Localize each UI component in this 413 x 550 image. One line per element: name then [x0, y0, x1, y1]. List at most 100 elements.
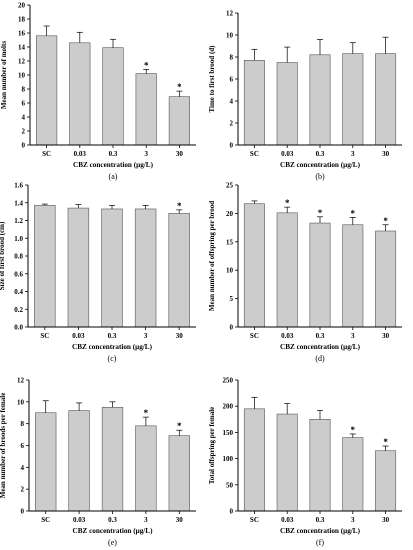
bar [135, 425, 157, 512]
y-tick-label: 0.6 [14, 270, 23, 278]
bar [102, 47, 124, 146]
panel-label: (b) [315, 172, 325, 181]
bar [34, 205, 56, 328]
y-axis-label: Mean number of molts [0, 41, 8, 109]
x-tick-label: 3 [351, 150, 355, 158]
y-tick-label: 2 [21, 486, 25, 494]
y-tick-label: 0 [230, 142, 234, 150]
x-axis-label: CBZ concentration (μg/L) [280, 527, 361, 535]
bar [135, 73, 157, 146]
y-tick-label: 16 [18, 30, 26, 38]
panel-label: (e) [108, 538, 117, 547]
x-tick-label: 30 [176, 332, 184, 340]
bar [375, 230, 397, 328]
bar [168, 96, 190, 146]
y-tick-label: 10 [226, 32, 234, 40]
y-tick-label: 0 [21, 508, 25, 516]
x-axis-label: CBZ concentration (μg/L) [280, 161, 361, 169]
bar [243, 203, 265, 328]
x-tick-label: 0.03 [281, 150, 294, 158]
bar [342, 224, 364, 328]
y-tick-label: 6 [230, 76, 234, 84]
y-tick-label: 18 [18, 16, 26, 24]
y-axis-label: Total offspring per female [208, 407, 216, 485]
y-tick-label: 0.0 [14, 324, 23, 332]
x-axis-label: CBZ concentration (μg/L) [280, 343, 361, 351]
y-tick-label: 8 [230, 54, 234, 62]
y-tick-label: 4 [230, 98, 234, 106]
panel-label: (f) [316, 538, 324, 547]
x-tick-label: 30 [382, 150, 390, 158]
x-tick-label: 0.3 [316, 150, 325, 158]
significance-marker: * [177, 201, 182, 211]
y-tick-label: 8 [22, 86, 26, 94]
bar [276, 212, 298, 328]
x-tick-label: 0.03 [281, 332, 294, 340]
bar [101, 208, 123, 328]
x-tick-label: 0.3 [316, 332, 325, 340]
x-tick-label: 30 [176, 150, 184, 158]
x-tick-label: 3 [144, 516, 148, 524]
y-tick-label: 20 [18, 2, 26, 10]
y-tick-label: 1.6 [14, 182, 23, 190]
bar [243, 59, 265, 146]
y-tick-label: 1.0 [14, 235, 23, 243]
x-axis-label: CBZ concentration (μg/L) [73, 161, 154, 169]
y-tick-label: 6 [21, 442, 25, 450]
y-tick-label: 10 [17, 398, 25, 406]
y-tick-label: 14 [18, 44, 26, 52]
y-axis-label: Size of first brood (cm) [0, 221, 6, 290]
significance-marker: * [351, 425, 356, 435]
x-tick-label: 0.3 [316, 516, 325, 524]
bar [67, 207, 90, 328]
y-tick-label: 200 [223, 403, 234, 411]
x-tick-label: 0.3 [108, 516, 117, 524]
bar [342, 437, 364, 512]
x-tick-label: 0.03 [74, 150, 87, 158]
y-tick-label: 0 [22, 142, 26, 150]
panel-label: (a) [109, 172, 118, 181]
y-axis-label: Time to first brood (d) [208, 45, 216, 113]
y-tick-label: 12 [17, 377, 25, 385]
y-tick-label: 10 [18, 72, 26, 80]
panel-2 [235, 12, 402, 148]
y-tick-label: 4 [21, 464, 25, 472]
x-tick-label: SC [250, 150, 259, 158]
y-tick-label: 12 [226, 10, 234, 18]
significance-marker: * [351, 208, 356, 218]
x-tick-label: 3 [351, 332, 355, 340]
x-tick-label: SC [42, 150, 51, 158]
y-tick-label: 1.2 [14, 217, 23, 225]
y-tick-label: 10 [226, 267, 234, 275]
bar [276, 413, 298, 512]
y-tick-label: 25 [226, 182, 234, 190]
bar [375, 53, 397, 146]
bar [168, 213, 190, 328]
y-tick-label: 20 [226, 210, 234, 218]
x-tick-label: 30 [176, 516, 184, 524]
panel-6 [235, 379, 402, 514]
y-tick-label: 50 [226, 481, 234, 489]
x-tick-label: 30 [382, 332, 390, 340]
x-tick-label: 0.03 [281, 516, 294, 524]
bar [101, 406, 124, 512]
bar [309, 418, 331, 512]
significance-marker: * [144, 408, 149, 418]
bar [309, 222, 331, 328]
y-axis-label: Mean number of offspring per brood [208, 201, 216, 311]
y-tick-label: 0.8 [14, 253, 23, 261]
bar [69, 42, 91, 146]
bar [243, 408, 265, 512]
x-tick-label: SC [250, 332, 259, 340]
bar [68, 410, 90, 512]
y-tick-label: 2 [230, 120, 234, 128]
x-tick-label: 30 [382, 516, 390, 524]
panel-3 [25, 184, 196, 330]
significance-marker: * [177, 82, 182, 92]
x-tick-label: 0.03 [72, 332, 85, 340]
x-tick-label: SC [250, 516, 259, 524]
y-tick-label: 1.4 [14, 199, 23, 207]
panel-4 [235, 184, 402, 330]
y-tick-label: 2 [22, 128, 26, 136]
